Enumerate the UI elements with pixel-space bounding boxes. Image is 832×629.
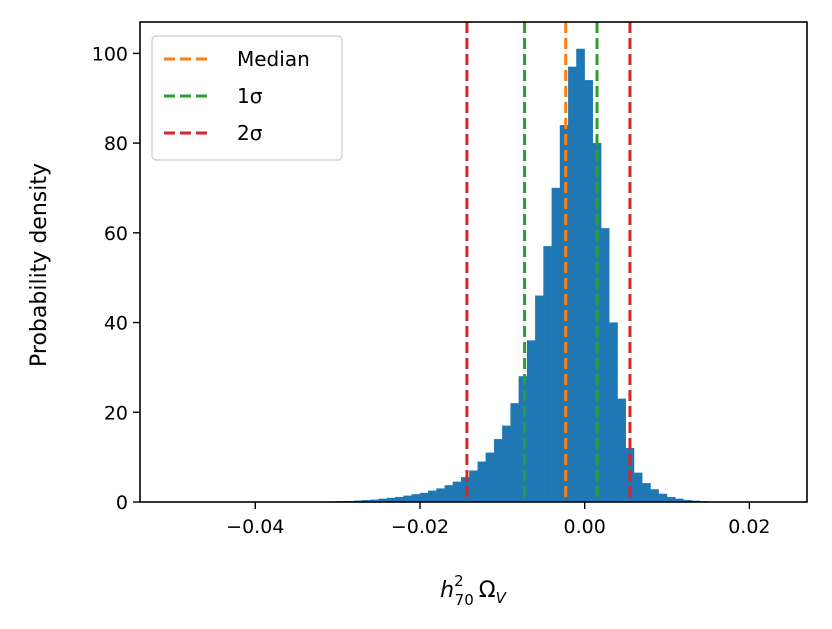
- histogram-bar-39: [642, 483, 651, 503]
- histogram-bar-34: [600, 228, 610, 503]
- histogram-bar-22: [502, 425, 511, 503]
- histogram-bar-13: [428, 490, 437, 503]
- histogram-bar-16: [452, 481, 462, 503]
- y-axis-label: Probability density: [27, 163, 52, 367]
- legend-label-1: 1σ: [237, 84, 263, 108]
- histogram-bar-32: [584, 80, 594, 503]
- histogram-bar-28: [551, 187, 561, 503]
- histogram-bar-27: [543, 246, 552, 503]
- histogram-bar-30: [568, 66, 577, 503]
- histogram-bar-38: [633, 472, 643, 503]
- legend-box: [151, 35, 343, 161]
- histogram-bars: [321, 48, 717, 503]
- histogram-bar-19: [477, 461, 487, 503]
- y-axis-ticks: 0 20 40 60 80 100: [92, 43, 140, 514]
- y-tick-label-3: 60: [104, 223, 128, 245]
- histogram-bar-41: [658, 493, 668, 503]
- y-tick-label-5: 100: [92, 43, 128, 65]
- x-tick-label-0: −0.04: [226, 516, 284, 538]
- histogram-bar-11: [411, 494, 421, 503]
- histogram-bar-23: [510, 403, 519, 503]
- legend-label-0: Median: [237, 47, 310, 71]
- histogram-bar-15: [444, 485, 454, 503]
- histogram-bar-21: [493, 439, 503, 503]
- histogram-bar-25: [526, 340, 536, 503]
- x-axis-ticks: −0.04 −0.02 0.00 0.02: [226, 502, 771, 538]
- histogram-bar-35: [609, 322, 618, 503]
- histogram-bar-14: [436, 488, 445, 503]
- y-tick-label-4: 80: [104, 133, 128, 155]
- histogram-bar-26: [535, 295, 544, 503]
- legend-label-2: 2σ: [237, 121, 263, 145]
- histogram-bar-20: [485, 452, 495, 503]
- histogram-bar-31: [576, 48, 585, 503]
- reference-lines: [465, 22, 632, 502]
- x-axis-label: h2 70 ΩV: [440, 572, 507, 609]
- histogram-bar-18: [469, 470, 478, 503]
- x-tick-label-3: 0.02: [728, 516, 770, 538]
- plot-frame: [139, 21, 808, 503]
- histogram-bar-10: [403, 495, 412, 503]
- legend: Median 1σ 2σ: [151, 35, 343, 161]
- histogram-bar-36: [617, 398, 626, 503]
- x-tick-label-2: 0.00: [564, 516, 606, 538]
- histogram-bar-40: [650, 489, 659, 503]
- histogram-bar-12: [419, 492, 429, 503]
- x-tick-label-1: −0.02: [391, 516, 449, 538]
- y-tick-label-0: 0: [116, 492, 128, 514]
- y-tick-label-1: 20: [104, 402, 128, 424]
- y-tick-label-2: 40: [104, 313, 128, 335]
